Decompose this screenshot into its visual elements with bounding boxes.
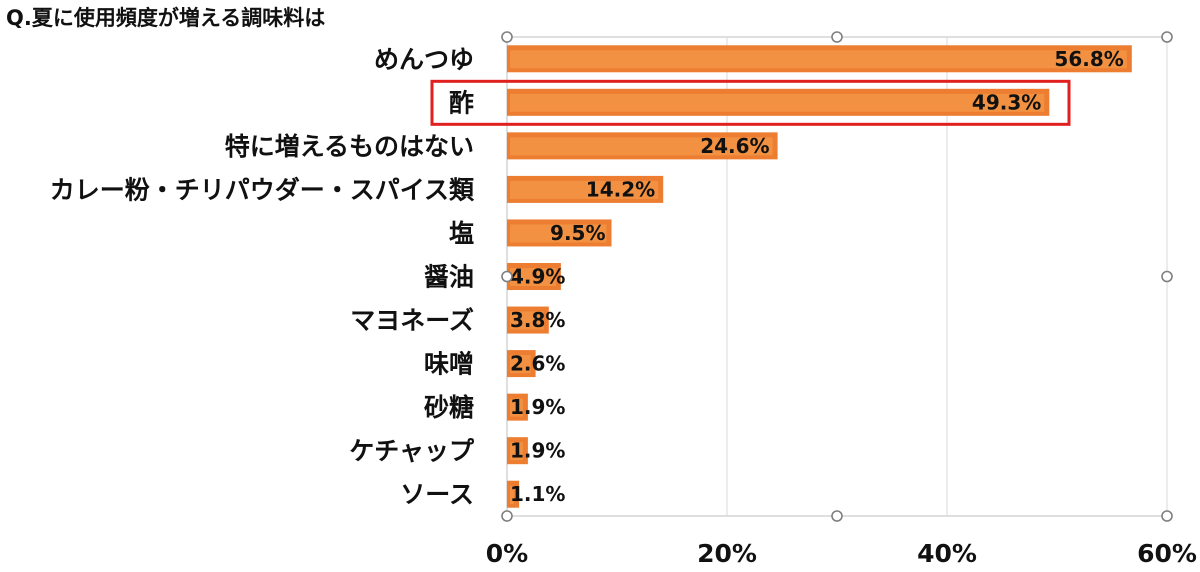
bar-shine bbox=[510, 93, 1045, 112]
x-axis-ticks: 0% 20% 40% 60% bbox=[486, 539, 1197, 568]
resize-handle[interactable] bbox=[831, 31, 843, 43]
selection-overlay bbox=[430, 31, 1173, 522]
bar-shine bbox=[510, 268, 556, 286]
category-label: めんつゆ bbox=[374, 45, 474, 74]
bar-shine bbox=[510, 485, 515, 504]
x-tick-label: 60% bbox=[1137, 539, 1197, 568]
x-tick-label: 0% bbox=[486, 539, 528, 568]
chart-title: Q.夏に使用頻度が増える調味料は bbox=[6, 6, 325, 30]
bar-group bbox=[507, 45, 1132, 73]
resize-handle[interactable] bbox=[1161, 510, 1173, 522]
resize-handle[interactable] bbox=[501, 270, 513, 283]
value-label: 4.9% bbox=[510, 265, 565, 289]
bar-group bbox=[507, 175, 664, 203]
value-label: 1.9% bbox=[510, 439, 565, 463]
bar-shine bbox=[510, 224, 607, 243]
value-label: 3.8% bbox=[510, 308, 565, 332]
category-label: 酢 bbox=[449, 88, 474, 117]
category-label: 砂糖 bbox=[424, 393, 474, 422]
bar-group bbox=[507, 350, 536, 378]
category-label: ソース bbox=[400, 480, 474, 509]
value-label: 1.1% bbox=[510, 482, 565, 506]
value-label: 2.6% bbox=[510, 352, 565, 376]
bar-shine bbox=[510, 311, 544, 330]
category-label: 醤油 bbox=[424, 263, 474, 292]
x-tick-label: 40% bbox=[917, 539, 977, 568]
bar-shine bbox=[510, 50, 1127, 69]
bar-shine bbox=[510, 355, 531, 374]
value-labels: 56.8% 49.3% 24.6% 14.2% 9.5% 4.9% 3.8% 2.6% 1.9%… bbox=[510, 47, 1124, 506]
category-label: 味噌 bbox=[424, 350, 474, 379]
resize-handle[interactable] bbox=[501, 510, 513, 522]
value-label: 24.6% bbox=[700, 134, 769, 158]
bar-group bbox=[507, 480, 520, 508]
category-label: カレー粉・チリパウダー・スパイス類 bbox=[50, 175, 475, 204]
highlight-box bbox=[430, 79, 1071, 126]
resize-handle[interactable] bbox=[501, 31, 513, 43]
resize-handle[interactable] bbox=[831, 510, 843, 522]
category-label: 特に増えるものはない bbox=[225, 132, 474, 161]
bar-shine bbox=[510, 442, 523, 461]
category-labels: めんつゆ酢特に増えるものはないカレー粉・チリパウダー・スパイス類塩醤油マヨネーズ… bbox=[50, 45, 475, 509]
bar-shine bbox=[510, 137, 773, 156]
value-label: 56.8% bbox=[1054, 47, 1123, 71]
value-label: 14.2% bbox=[586, 177, 655, 201]
bar-shine bbox=[510, 180, 659, 199]
value-label: 1.9% bbox=[510, 395, 565, 419]
category-label: ケチャップ bbox=[349, 437, 475, 466]
bars bbox=[507, 45, 1132, 508]
bar-group bbox=[507, 306, 549, 334]
bar-group bbox=[507, 437, 528, 465]
value-label: 49.3% bbox=[972, 90, 1041, 114]
bar-shine bbox=[510, 398, 523, 417]
resize-handle[interactable] bbox=[1161, 270, 1173, 283]
bar-group bbox=[507, 263, 561, 290]
bar-group bbox=[507, 219, 612, 247]
bar-group bbox=[507, 393, 528, 421]
x-tick-label: 20% bbox=[697, 539, 757, 568]
resize-handle[interactable] bbox=[1161, 31, 1173, 43]
value-label: 9.5% bbox=[550, 221, 605, 245]
bar-group bbox=[507, 132, 778, 160]
category-label: マヨネーズ bbox=[350, 306, 474, 335]
bar-group bbox=[507, 88, 1050, 116]
category-label: 塩 bbox=[449, 219, 474, 248]
